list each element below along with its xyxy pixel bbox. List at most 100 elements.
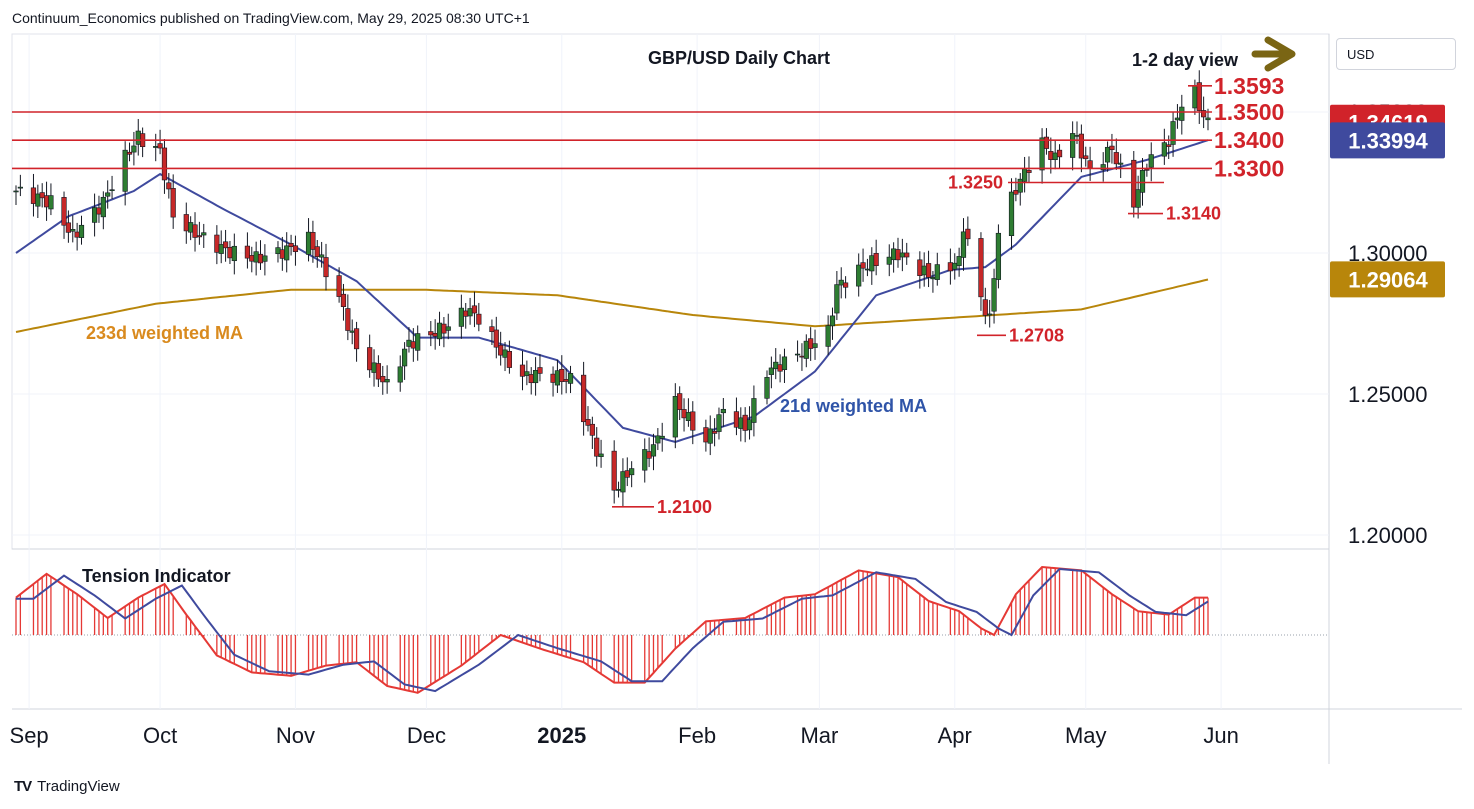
candle — [982, 287, 988, 325]
candle — [768, 356, 774, 389]
candle-body — [428, 331, 434, 336]
tradingview-logo-icon: TV — [14, 778, 32, 795]
candle — [995, 224, 1002, 289]
time-axis[interactable]: Sep Oct Nov Dec 2025 Feb Mar Apr May Jun — [10, 723, 1239, 748]
candle-body — [30, 187, 37, 204]
candle-body — [502, 349, 508, 358]
candle-body — [589, 423, 595, 436]
candle — [253, 241, 259, 276]
candle-body — [353, 328, 360, 350]
candle — [930, 270, 936, 293]
candle-body — [585, 419, 591, 426]
candle-body — [917, 259, 923, 276]
candle — [1022, 156, 1028, 193]
candle — [292, 235, 299, 266]
candle-body — [681, 409, 687, 419]
candle-body — [965, 228, 971, 240]
candle-body — [1109, 145, 1115, 151]
candle — [1148, 142, 1154, 182]
candle — [222, 229, 229, 262]
currency-selector[interactable]: USD — [1336, 38, 1456, 70]
candle-body — [646, 451, 652, 459]
candle — [681, 398, 687, 432]
candle-body — [415, 333, 421, 351]
candle-body — [532, 370, 539, 384]
candle-body — [1078, 133, 1084, 159]
ma21-line — [15, 139, 1209, 443]
candle — [978, 232, 984, 311]
candle — [808, 327, 814, 361]
candle — [594, 427, 600, 467]
candle — [91, 193, 98, 237]
candle — [716, 407, 722, 440]
candle — [864, 258, 871, 277]
candle — [196, 221, 202, 245]
x-tick-label: Oct — [143, 723, 177, 748]
candle-body — [864, 268, 871, 271]
candle-body — [1026, 170, 1032, 173]
candle-body — [1201, 110, 1207, 118]
candle — [284, 232, 290, 273]
candle-body — [244, 245, 251, 259]
candle-body — [249, 255, 255, 262]
candle — [183, 202, 189, 244]
candle — [812, 329, 818, 360]
candle — [1056, 144, 1063, 169]
footer-brand[interactable]: TV TradingView — [14, 778, 120, 795]
candle — [349, 319, 355, 345]
candle-body — [930, 277, 936, 280]
price-badge-label: 1.33994 — [1348, 128, 1428, 153]
candle-body — [904, 252, 910, 258]
candle — [1039, 128, 1045, 184]
candle-body — [768, 367, 774, 375]
candle — [886, 244, 892, 277]
candle-body — [323, 257, 329, 278]
candle-body — [1174, 117, 1181, 121]
candle-body — [567, 373, 574, 384]
candle-body — [310, 232, 316, 250]
x-tick-label: Apr — [938, 723, 972, 748]
candle — [13, 185, 19, 206]
price-axis[interactable]: 1.200001.250001.300001.350001.346191.339… — [1330, 100, 1445, 548]
candle-body — [624, 470, 630, 478]
candle-body — [672, 396, 678, 438]
candle-body — [135, 130, 141, 145]
candle-body — [161, 147, 168, 181]
candle-body — [751, 398, 757, 423]
candle-body — [35, 193, 41, 207]
candle — [751, 385, 757, 437]
candle-body — [218, 244, 224, 254]
x-tick-label: Mar — [800, 723, 838, 748]
candle — [611, 440, 617, 504]
candle-body — [1083, 155, 1089, 160]
candle-body — [432, 332, 438, 337]
candle-body — [1052, 152, 1058, 161]
candle-body — [1196, 82, 1202, 111]
candle — [105, 180, 111, 209]
candle-body — [537, 367, 543, 374]
candle — [74, 222, 80, 251]
candle-body — [685, 412, 692, 421]
candle — [345, 294, 351, 341]
annotation-label: 1.3140 — [1166, 204, 1221, 224]
candle — [856, 253, 862, 297]
candle — [275, 241, 281, 263]
candle-body — [314, 246, 320, 257]
candle — [991, 268, 997, 324]
candle — [629, 461, 635, 488]
candle — [777, 354, 783, 383]
candle-body — [960, 231, 967, 258]
candle-body — [227, 246, 233, 259]
candle-body — [860, 262, 866, 269]
candle — [764, 370, 770, 405]
candle-body — [598, 453, 604, 457]
candle-body — [642, 449, 648, 471]
candle — [1118, 153, 1124, 179]
candle — [703, 419, 709, 452]
candle — [170, 174, 176, 229]
candle — [471, 291, 478, 328]
candle-body — [829, 315, 836, 327]
candle — [528, 367, 534, 395]
candle — [554, 359, 561, 393]
